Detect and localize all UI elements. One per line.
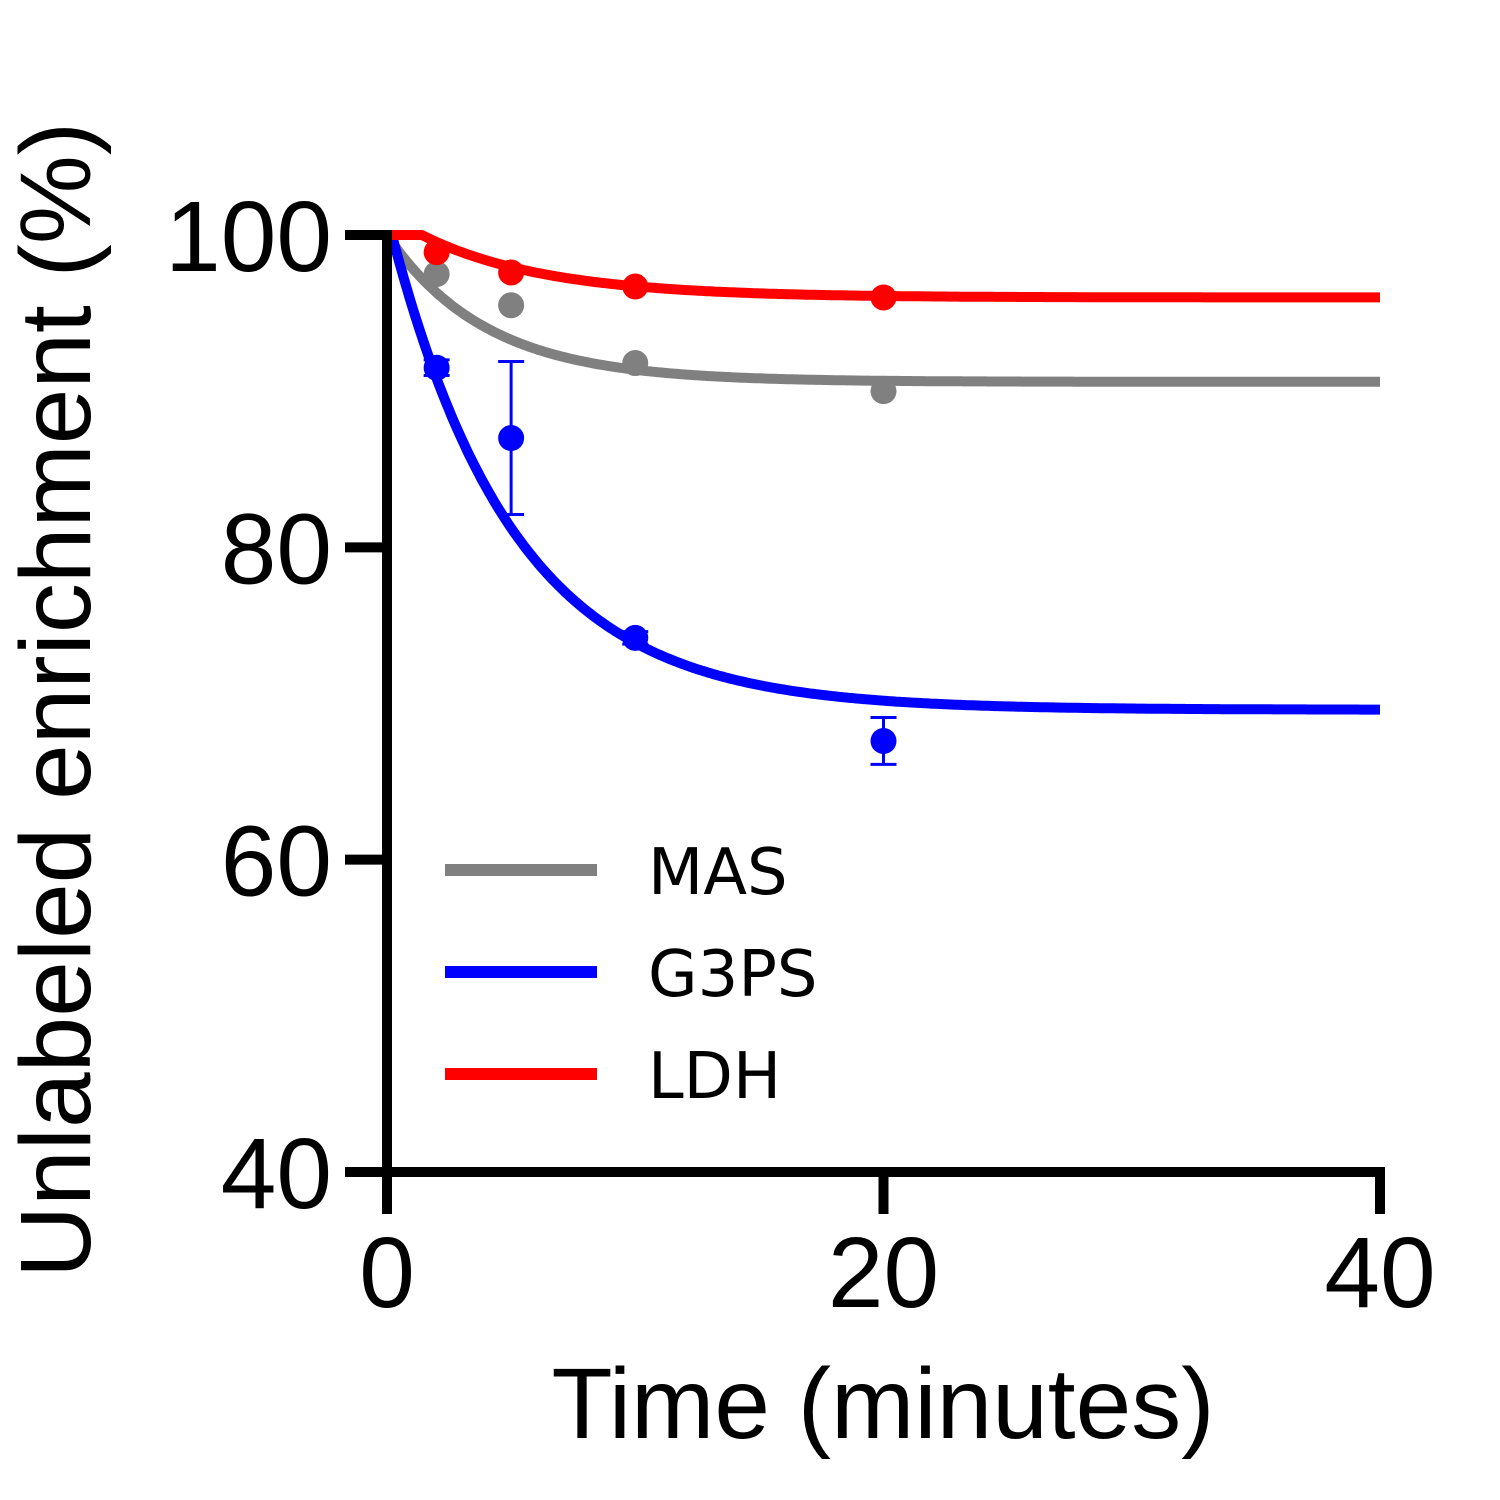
x-tick-label: 0 <box>359 1217 415 1329</box>
x-tick-label: 40 <box>1324 1217 1435 1329</box>
fit-curve <box>382 232 1383 387</box>
legend-label: MAS <box>648 836 788 910</box>
legend-label: G3PS <box>648 938 818 1012</box>
legend: MAS G3PS LDH <box>445 836 818 1114</box>
legend-label: LDH <box>648 1040 781 1114</box>
data-point <box>498 292 525 319</box>
y-tick-label: 80 <box>221 493 332 605</box>
legend-item-ldh: LDH <box>445 1040 781 1114</box>
data-point <box>870 727 897 754</box>
fit-curve <box>384 230 1383 303</box>
y-tick-label: 60 <box>221 806 332 918</box>
fit-curve <box>384 230 1383 715</box>
x-axis-title: Time (minutes) <box>551 1348 1214 1460</box>
series-g3ps <box>384 230 1383 766</box>
series-ldh <box>384 230 1383 311</box>
y-tick-label: 40 <box>221 1118 332 1230</box>
y-axis-title: Unlabeled enrichment (%) <box>0 122 112 1278</box>
ticks-layer: 40 60 80 100 0 20 40 <box>165 181 1435 1329</box>
legend-item-mas: MAS <box>445 836 788 910</box>
x-tick-label: 20 <box>828 1217 939 1329</box>
series-mas <box>382 232 1383 405</box>
y-tick-label: 100 <box>165 181 332 293</box>
series-layer <box>382 230 1383 766</box>
legend-item-g3ps: G3PS <box>445 938 818 1012</box>
data-point <box>498 425 525 452</box>
